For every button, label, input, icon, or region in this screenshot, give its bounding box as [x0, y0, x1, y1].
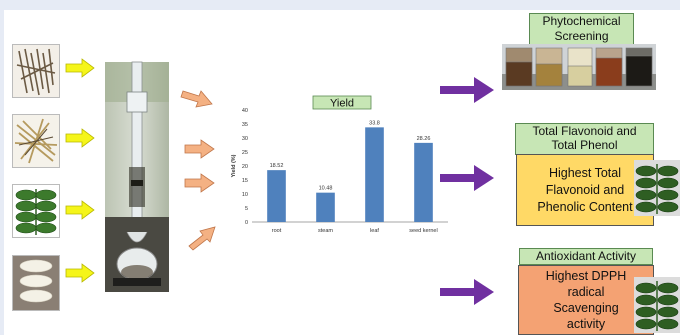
seed-kernel-sample-image	[12, 255, 60, 311]
x-tick-label: seed kernel	[409, 228, 437, 234]
leaf-sample-image	[12, 184, 60, 238]
y-axis-label: Yield (%)	[231, 154, 237, 177]
x-tick-label: root	[272, 228, 282, 234]
x-tick-label: steam	[318, 228, 333, 234]
yellow-arrow-seed	[65, 263, 95, 283]
bar-data-label: 33.8	[369, 120, 380, 126]
phytochemical-vials-image	[502, 44, 656, 90]
soxhlet-apparatus-image	[105, 61, 169, 292]
y-tick-label: 40	[242, 108, 248, 114]
purple-arrow-flavonoid	[440, 165, 494, 191]
purple-arrow-antioxidant	[440, 279, 494, 305]
orange-arrow-4	[188, 226, 216, 251]
y-tick-label: 0	[245, 220, 248, 226]
leaf-image-antioxidant	[634, 277, 680, 333]
bar-data-label: 18.52	[270, 163, 284, 169]
y-tick-label: 10	[242, 192, 248, 198]
y-tick-label: 15	[242, 178, 248, 184]
bar-data-label: 10.48	[319, 186, 333, 192]
y-tick-label: 25	[242, 150, 248, 156]
bar-leaf	[365, 127, 384, 222]
orange-arrow-1	[180, 90, 213, 108]
yield-title: Yield	[330, 98, 354, 110]
highest-dpph-result: Highest DPPH radical Scavenging activity	[518, 265, 654, 335]
y-tick-label: 20	[242, 164, 248, 170]
phytochemical-screening-label: Phytochemical Screening	[529, 13, 634, 45]
root-sample-image	[12, 44, 60, 98]
orange-arrow-3	[184, 173, 215, 193]
yellow-arrow-leaf	[65, 200, 95, 220]
yellow-arrow-stem	[65, 128, 95, 148]
bar-data-label: 28.26	[417, 136, 431, 142]
purple-arrow-phytochemical	[440, 77, 494, 103]
stem-sample-image	[12, 114, 60, 168]
bar-seed-kernel	[414, 142, 433, 222]
yield-bar-chart: Yield 0 5 10 15 20 25 30 35 40 Yield (%) 18.52 roo…	[231, 95, 448, 234]
y-tick-label: 30	[242, 136, 248, 142]
x-tick-label: leaf	[370, 228, 379, 234]
total-flavonoid-label: Total Flavonoid and Total Phenol	[515, 123, 654, 155]
highest-flavonoid-result: Highest Total Flavonoid and Phenolic Con…	[516, 154, 654, 226]
y-tick-label: 5	[245, 206, 248, 212]
bar-steam	[316, 192, 335, 222]
yellow-arrow-root	[65, 58, 95, 78]
leaf-image-flavonoid	[634, 160, 680, 216]
antioxidant-activity-label: Antioxidant Activity	[519, 248, 653, 265]
y-tick-label: 35	[242, 122, 248, 128]
orange-arrow-2	[184, 139, 215, 159]
yield-title-box	[312, 95, 372, 110]
bar-root	[267, 170, 286, 222]
